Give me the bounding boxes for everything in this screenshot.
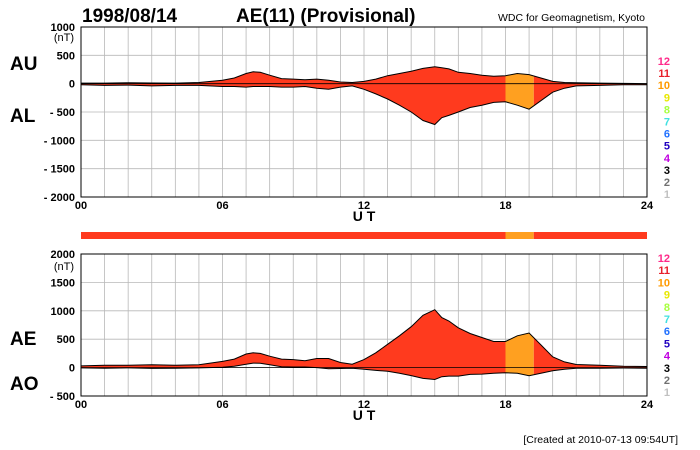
status-bar-highlight xyxy=(505,232,534,239)
x-tick-label: 00 xyxy=(75,200,87,212)
y-tick-label: - 1500 xyxy=(44,164,75,176)
series-line-au xyxy=(81,66,648,85)
y-tick-label: 0 xyxy=(69,363,75,375)
scale-level-label: 8 xyxy=(664,302,670,314)
ao-label: AO xyxy=(10,374,39,395)
scale-level-label: 12 xyxy=(658,253,670,265)
scale-level-label: 10 xyxy=(658,277,670,289)
scale-level-label: 11 xyxy=(658,265,670,277)
chart-date: 1998/08/14 xyxy=(82,6,178,27)
y-tick-label: 500 xyxy=(57,334,75,346)
series-line-ae xyxy=(80,309,648,367)
y-tick-label: 500 xyxy=(57,50,75,62)
scale-level-label: 7 xyxy=(664,314,670,326)
scale-level-label: 9 xyxy=(664,290,670,302)
x-axis-title-bottom: U T xyxy=(353,407,376,423)
x-axis-title-top: U T xyxy=(353,208,376,224)
unit-label-bottom: (nT) xyxy=(54,261,74,273)
status-bar-segment xyxy=(81,232,506,239)
data-status-bar xyxy=(81,232,647,239)
area-fill xyxy=(81,309,647,380)
chart-title: AE(11) (Provisional) xyxy=(236,6,416,27)
y-tick-label: - 1000 xyxy=(44,135,75,147)
scale-level-label: 4 xyxy=(664,153,671,165)
y-tick-label: 1000 xyxy=(51,306,75,318)
scale-level-label: 3 xyxy=(664,165,670,177)
grid xyxy=(80,26,648,198)
x-tick-label: 06 xyxy=(216,200,228,212)
x-tick-label: 00 xyxy=(75,399,87,411)
scale-level-label: 4 xyxy=(664,351,671,363)
x-tick-label: 24 xyxy=(641,399,654,411)
al-label: AL xyxy=(10,106,36,127)
area-fill-segment xyxy=(81,309,506,380)
scale-level-label: 1 xyxy=(664,387,670,399)
x-tick-label: 18 xyxy=(499,399,511,411)
scale-level-label: 2 xyxy=(664,177,670,189)
created-timestamp: [Created at 2010-07-13 09:54UT] xyxy=(523,434,678,446)
scale-level-label: 7 xyxy=(664,117,670,129)
scale-level-label: 11 xyxy=(658,68,670,80)
grid xyxy=(80,253,648,397)
scale-level-label: 8 xyxy=(664,104,670,116)
area-fill-highlight-segment xyxy=(505,333,534,376)
scale-level-label: 2 xyxy=(664,375,670,387)
scale-level-label: 6 xyxy=(664,129,670,141)
area-fill-segment xyxy=(533,337,647,375)
area-fill-highlight-segment xyxy=(505,73,534,110)
scale-level-label: 6 xyxy=(664,326,670,338)
series-line-ao xyxy=(80,362,648,381)
y-tick-label: - 2000 xyxy=(44,192,75,204)
y-tick-label: 1500 xyxy=(51,277,75,289)
y-tick-label: 1000 xyxy=(51,22,75,34)
y-tick-label: 2000 xyxy=(51,249,75,261)
plot-frame xyxy=(80,253,648,397)
ae-label: AE xyxy=(10,329,36,350)
area-fill-segment xyxy=(81,66,506,125)
au-label: AU xyxy=(10,54,37,75)
status-bar-segment xyxy=(533,232,647,239)
unit-label-top: (nT) xyxy=(54,32,74,44)
plot-frame xyxy=(80,26,648,198)
scale-level-label: 1 xyxy=(664,189,670,201)
x-tick-label: 12 xyxy=(358,399,370,411)
scale-level-label: 3 xyxy=(664,363,670,375)
y-tick-label: - 500 xyxy=(50,107,75,119)
scale-level-label: 9 xyxy=(664,92,670,104)
data-source: WDC for Geomagnetism, Kyoto xyxy=(498,12,645,24)
y-tick-label: - 500 xyxy=(50,391,75,403)
scale-level-label: 12 xyxy=(658,56,670,68)
y-tick-label: 0 xyxy=(69,79,75,91)
scale-level-label: 5 xyxy=(664,338,670,350)
series-line-al xyxy=(80,84,647,126)
x-tick-label: 06 xyxy=(216,399,228,411)
scale-level-label: 5 xyxy=(664,141,670,153)
x-tick-label: 24 xyxy=(641,200,654,212)
x-tick-label: 18 xyxy=(499,200,511,212)
scale-level-label: 10 xyxy=(658,80,670,92)
x-tick-label: 12 xyxy=(358,200,370,212)
